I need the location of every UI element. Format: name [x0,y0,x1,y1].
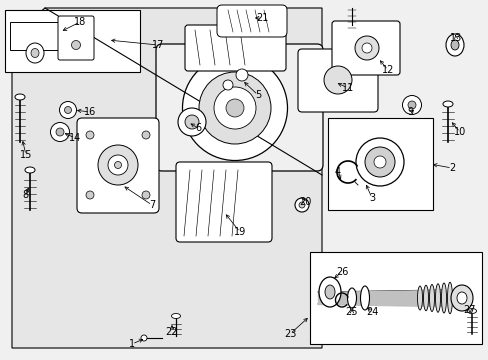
Ellipse shape [441,283,446,313]
Ellipse shape [98,145,138,185]
FancyBboxPatch shape [58,16,94,60]
Ellipse shape [26,43,44,63]
Text: 25: 25 [345,307,358,317]
Ellipse shape [364,147,394,177]
Ellipse shape [467,309,475,314]
Ellipse shape [294,198,308,212]
Ellipse shape [31,49,39,58]
Ellipse shape [298,202,305,208]
Text: 7: 7 [148,200,155,210]
Ellipse shape [108,155,128,175]
Ellipse shape [373,156,385,168]
Ellipse shape [199,72,270,144]
Ellipse shape [407,101,415,109]
Ellipse shape [50,122,69,141]
Ellipse shape [354,36,378,60]
Ellipse shape [225,99,244,117]
Ellipse shape [355,138,403,186]
Ellipse shape [86,131,94,139]
Ellipse shape [178,108,205,136]
Text: 18: 18 [74,17,86,27]
Ellipse shape [417,286,422,310]
Ellipse shape [435,284,440,312]
Text: 6: 6 [195,123,201,133]
Text: 11: 11 [341,83,353,93]
Text: 13: 13 [449,33,461,43]
Ellipse shape [56,128,64,136]
Text: 1: 1 [129,339,135,349]
Text: 2: 2 [448,163,454,173]
Text: 21: 21 [255,13,267,23]
Text: 3: 3 [368,193,374,203]
Text: 27: 27 [463,305,475,315]
Ellipse shape [445,34,463,56]
Ellipse shape [347,288,356,308]
Ellipse shape [428,284,434,311]
Ellipse shape [214,87,256,129]
Ellipse shape [171,314,180,319]
Ellipse shape [447,282,451,314]
Text: 24: 24 [365,307,377,317]
Text: 26: 26 [335,267,347,277]
Ellipse shape [324,66,351,94]
Ellipse shape [114,162,121,168]
Ellipse shape [361,43,371,53]
Ellipse shape [318,277,340,307]
Text: 23: 23 [283,329,296,339]
Ellipse shape [236,69,247,81]
Ellipse shape [64,107,71,113]
Ellipse shape [182,55,287,161]
Bar [327,118,432,210]
Ellipse shape [442,101,452,107]
Ellipse shape [141,335,147,341]
FancyBboxPatch shape [297,49,377,112]
Ellipse shape [325,285,334,299]
Ellipse shape [184,115,199,129]
FancyBboxPatch shape [77,118,159,213]
Text: 10: 10 [453,127,465,137]
Ellipse shape [402,95,421,114]
Ellipse shape [15,94,25,100]
Ellipse shape [25,167,35,173]
FancyBboxPatch shape [217,5,286,37]
Ellipse shape [456,292,466,304]
FancyBboxPatch shape [331,21,399,75]
FancyBboxPatch shape [176,162,271,242]
FancyBboxPatch shape [184,25,285,71]
Bar [309,252,481,344]
Text: 16: 16 [84,107,96,117]
Text: 9: 9 [406,107,412,117]
FancyBboxPatch shape [156,44,323,171]
Text: 5: 5 [254,90,261,100]
Ellipse shape [450,285,472,311]
Text: 22: 22 [165,327,178,337]
Text: 8: 8 [22,190,28,200]
Polygon shape [12,8,321,348]
Text: 14: 14 [69,133,81,143]
Ellipse shape [142,131,150,139]
Ellipse shape [142,191,150,199]
Ellipse shape [450,40,458,50]
Text: 15: 15 [20,150,32,160]
Bar [5,10,140,72]
Ellipse shape [86,191,94,199]
Ellipse shape [71,41,81,50]
Bar [10,22,60,50]
Ellipse shape [223,80,232,90]
Ellipse shape [423,285,427,311]
Text: 4: 4 [334,167,340,177]
Text: 19: 19 [233,227,245,237]
Ellipse shape [360,286,369,310]
Ellipse shape [60,102,76,118]
Text: 20: 20 [298,197,310,207]
Text: 12: 12 [381,65,393,75]
Text: 17: 17 [151,40,164,50]
